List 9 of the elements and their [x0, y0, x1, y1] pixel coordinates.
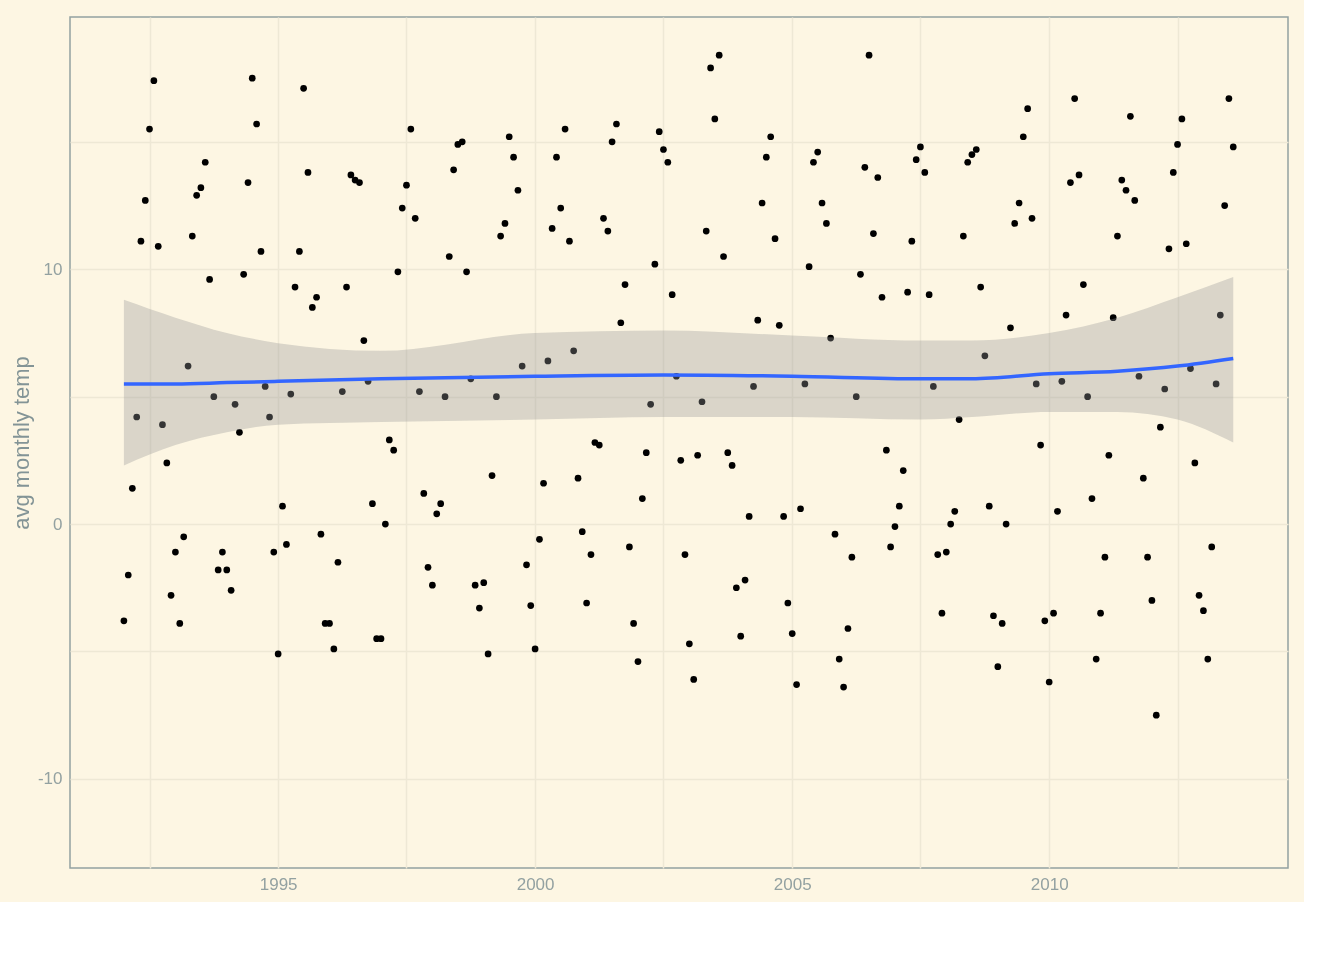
y-axis-title: avg monthly temp	[8, 356, 34, 530]
x-tick-label: 1995	[259, 874, 298, 894]
x-tick-label: 2010	[1030, 874, 1069, 894]
line-series	[122, 356, 1236, 386]
x-tick-label: 2000	[516, 874, 555, 894]
y-tick-label: -10	[37, 769, 63, 789]
y-tick-label: 0	[53, 514, 63, 534]
y-tick-label: 10	[43, 259, 63, 279]
x-tick-label: 2005	[773, 874, 812, 894]
